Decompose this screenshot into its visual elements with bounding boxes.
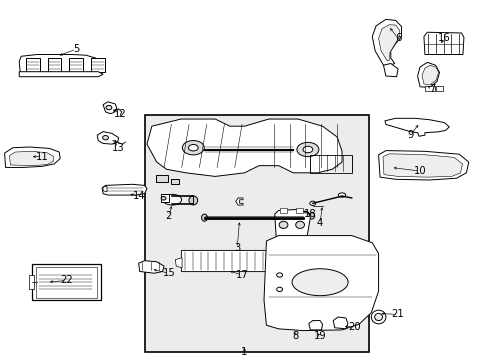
Polygon shape	[371, 19, 401, 66]
Polygon shape	[103, 186, 107, 192]
Ellipse shape	[201, 214, 207, 221]
Polygon shape	[19, 72, 103, 77]
Text: 13: 13	[111, 143, 124, 153]
Polygon shape	[139, 261, 163, 273]
Text: 20: 20	[347, 322, 360, 332]
Polygon shape	[417, 62, 439, 87]
Bar	[181, 250, 266, 271]
Polygon shape	[69, 58, 83, 72]
Ellipse shape	[106, 105, 112, 110]
Polygon shape	[378, 150, 468, 180]
Text: 19: 19	[313, 331, 326, 341]
Polygon shape	[19, 54, 98, 74]
Text: 1: 1	[241, 347, 247, 357]
Polygon shape	[308, 320, 322, 330]
Polygon shape	[97, 132, 119, 144]
Ellipse shape	[303, 146, 312, 153]
Bar	[280, 208, 287, 213]
Ellipse shape	[279, 221, 287, 228]
Polygon shape	[91, 58, 104, 72]
Ellipse shape	[276, 273, 282, 277]
Bar	[181, 250, 266, 271]
Polygon shape	[235, 198, 243, 205]
Ellipse shape	[188, 196, 197, 205]
Bar	[295, 208, 303, 213]
Bar	[144, 116, 368, 352]
Polygon shape	[26, 58, 40, 72]
Polygon shape	[421, 65, 438, 85]
Polygon shape	[102, 184, 147, 195]
Text: 5: 5	[73, 44, 79, 54]
Ellipse shape	[188, 144, 198, 151]
Ellipse shape	[374, 314, 382, 320]
Text: 11: 11	[36, 152, 48, 162]
Text: 3: 3	[234, 243, 240, 253]
Text: 18: 18	[304, 209, 316, 219]
Text: 12: 12	[114, 109, 126, 119]
Bar	[36, 267, 97, 298]
Text: 15: 15	[162, 268, 175, 278]
Ellipse shape	[338, 193, 345, 197]
Polygon shape	[384, 118, 448, 136]
Ellipse shape	[163, 194, 181, 205]
Text: 10: 10	[413, 166, 426, 176]
Text: 7: 7	[428, 84, 434, 94]
Text: 14: 14	[133, 191, 146, 201]
Polygon shape	[378, 25, 399, 61]
Polygon shape	[264, 235, 378, 330]
Polygon shape	[47, 58, 61, 72]
Polygon shape	[175, 258, 182, 268]
Ellipse shape	[161, 197, 165, 200]
Bar	[435, 86, 443, 91]
Polygon shape	[4, 147, 60, 167]
Text: 6: 6	[394, 33, 401, 43]
Polygon shape	[332, 317, 347, 329]
Ellipse shape	[276, 287, 282, 292]
Ellipse shape	[295, 221, 304, 228]
Polygon shape	[423, 32, 463, 54]
Bar	[160, 194, 169, 202]
Ellipse shape	[301, 211, 309, 220]
Text: 4: 4	[316, 218, 323, 228]
Bar	[424, 86, 434, 91]
Polygon shape	[9, 151, 53, 166]
Bar	[29, 275, 34, 289]
Polygon shape	[103, 102, 117, 114]
Polygon shape	[382, 154, 462, 177]
Text: 9: 9	[407, 130, 413, 140]
Ellipse shape	[291, 269, 347, 296]
Text: 17: 17	[235, 270, 248, 280]
Bar	[310, 155, 351, 173]
Ellipse shape	[182, 140, 204, 155]
Ellipse shape	[370, 310, 385, 324]
Ellipse shape	[308, 213, 314, 219]
Ellipse shape	[309, 201, 315, 206]
Bar	[32, 264, 101, 300]
Polygon shape	[147, 119, 341, 176]
Ellipse shape	[296, 142, 318, 157]
Polygon shape	[383, 63, 397, 77]
Bar	[171, 179, 178, 184]
Polygon shape	[274, 210, 310, 237]
Text: 22: 22	[60, 275, 73, 285]
Bar	[156, 175, 167, 182]
Text: 2: 2	[165, 211, 172, 221]
Text: 8: 8	[292, 331, 298, 341]
Text: 16: 16	[437, 33, 450, 43]
Ellipse shape	[102, 135, 108, 140]
Text: 21: 21	[391, 310, 404, 319]
